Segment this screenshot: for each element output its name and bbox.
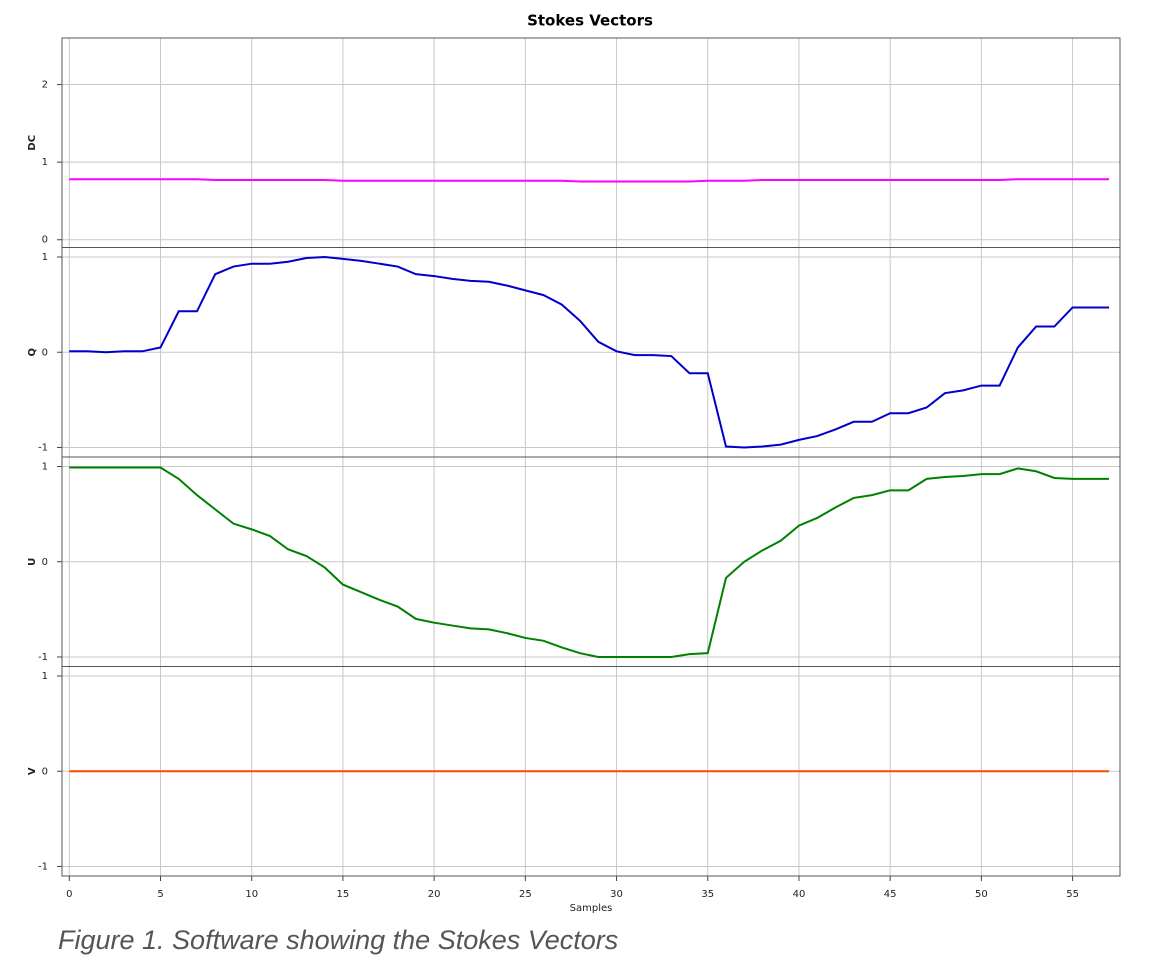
y-tick-label: 1 — [42, 462, 48, 473]
y-axis-label: U — [27, 558, 38, 566]
y-tick-label: -1 — [38, 652, 48, 663]
x-tick-label: 50 — [975, 889, 988, 900]
series-line — [69, 178, 1110, 183]
y-axis-label: V — [27, 767, 38, 775]
x-tick-label: 5 — [157, 889, 163, 900]
y-tick-label: 0 — [42, 347, 48, 358]
x-tick-label: 45 — [884, 889, 897, 900]
y-axis-label: DC — [27, 135, 38, 151]
x-tick-label: 35 — [701, 889, 714, 900]
series-line — [69, 466, 1110, 658]
x-tick-label: 40 — [793, 889, 806, 900]
y-tick-label: 1 — [42, 157, 48, 168]
x-tick-label: 55 — [1066, 889, 1079, 900]
x-axis-label: Samples — [570, 903, 613, 914]
series-line — [69, 256, 1110, 449]
y-axis-label: Q — [27, 348, 38, 357]
x-tick-label: 20 — [428, 889, 441, 900]
x-tick-label: 0 — [66, 889, 72, 900]
x-tick-label: 25 — [519, 889, 532, 900]
panel-frame — [61, 37, 1121, 248]
x-tick-label: 10 — [245, 889, 258, 900]
y-tick-label: -1 — [38, 861, 48, 872]
y-tick-label: 1 — [42, 671, 48, 682]
chart-title: Stokes Vectors — [527, 12, 653, 30]
y-tick-label: 0 — [42, 235, 48, 246]
panel-frame — [61, 666, 1121, 877]
y-tick-label: 1 — [42, 252, 48, 263]
y-tick-label: -1 — [38, 442, 48, 453]
y-tick-label: 2 — [42, 80, 48, 91]
y-tick-label: 0 — [42, 766, 48, 777]
caption: Figure 1. Software showing the Stokes Ve… — [58, 925, 619, 955]
y-tick-label: 0 — [42, 557, 48, 568]
x-tick-label: 15 — [337, 889, 350, 900]
x-tick-label: 30 — [610, 889, 623, 900]
